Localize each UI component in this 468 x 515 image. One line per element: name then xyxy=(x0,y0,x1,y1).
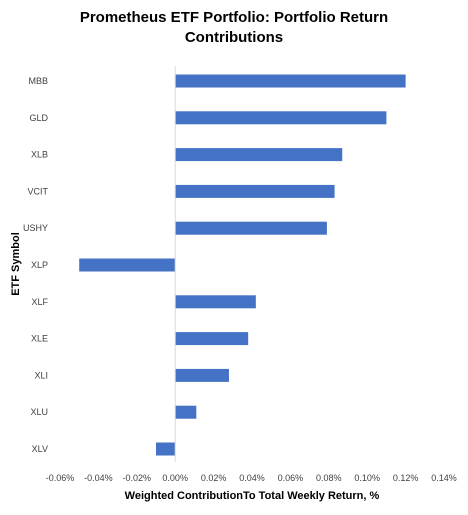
y-tick-label-xlv: XLV xyxy=(32,444,48,454)
x-tick-labels: -0.06% -0.04% -0.02% 0.00% 0.02% 0.04% 0.06% 0.… xyxy=(46,473,457,483)
y-tick-label-vcit: VCIT xyxy=(27,186,48,196)
y-tick-label-xle: XLE xyxy=(31,334,48,344)
y-tick-labels: MBB GLD XLB VCIT USHY XLP XLF XLE XLI XLU XLV xyxy=(23,76,49,454)
bars xyxy=(79,74,406,456)
y-tick-label-xlf: XLF xyxy=(31,297,48,307)
x-tick-label: -0.02% xyxy=(123,473,152,483)
bar-xli xyxy=(175,368,229,382)
chart-title-line-1: Prometheus ETF Portfolio: Portfolio Retu… xyxy=(79,9,389,26)
y-tick-label-xlu: XLU xyxy=(30,407,48,417)
bar-xlb xyxy=(175,148,343,162)
bar-xle xyxy=(175,332,249,346)
bar-mbb xyxy=(175,74,406,88)
y-axis-label: ETF Symbol xyxy=(10,232,22,296)
bar-xlv xyxy=(156,442,176,456)
y-tick-label-gld: GLD xyxy=(29,113,48,123)
x-tick-label: -0.04% xyxy=(84,473,113,483)
y-tick-label-xlp: XLP xyxy=(31,260,48,270)
x-tick-label: 0.14% xyxy=(431,473,457,483)
y-tick-label-xlb: XLB xyxy=(31,150,48,160)
x-tick-label: 0.12% xyxy=(393,473,419,483)
bar-xlp xyxy=(79,258,176,272)
x-tick-label: 0.08% xyxy=(316,473,342,483)
y-tick-label-mbb: MBB xyxy=(28,76,48,86)
bar-gld xyxy=(175,111,387,125)
bar-xlf xyxy=(175,295,256,309)
bar-ushy xyxy=(175,221,327,235)
chart-title-line-2: Contributions xyxy=(184,29,284,46)
bar-vcit xyxy=(175,184,335,198)
x-axis-label: Weighted ContributionTo Total Weekly Ret… xyxy=(125,490,380,502)
chart-title: Prometheus ETF Portfolio: Portfolio Retu… xyxy=(0,8,468,48)
x-tick-label: 0.00% xyxy=(162,473,188,483)
bar-xlu xyxy=(175,405,197,419)
x-tick-label: 0.02% xyxy=(201,473,227,483)
x-tick-label: -0.06% xyxy=(46,473,75,483)
x-tick-label: 0.06% xyxy=(278,473,304,483)
x-tick-label: 0.10% xyxy=(354,473,380,483)
y-tick-label-ushy: USHY xyxy=(23,223,48,233)
x-tick-label: 0.04% xyxy=(239,473,265,483)
y-tick-label-xli: XLI xyxy=(34,370,48,380)
